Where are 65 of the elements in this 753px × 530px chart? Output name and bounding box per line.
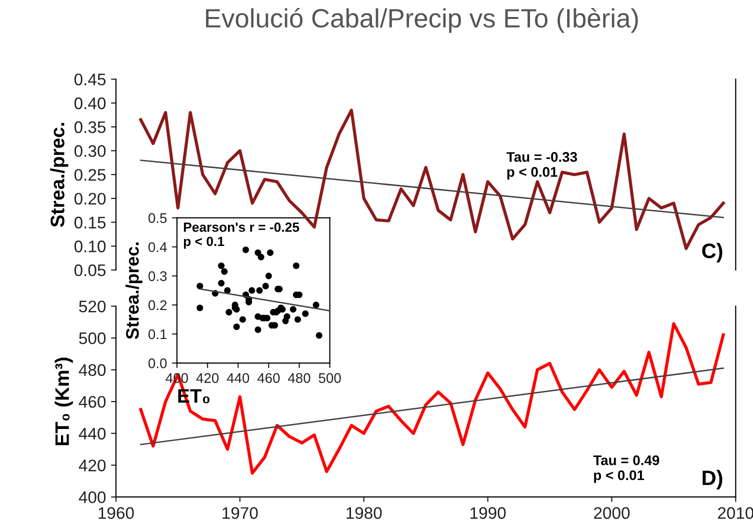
y-tick-label: 0.15 (74, 216, 106, 228)
x-tick-label: 420 (196, 373, 219, 383)
annotation: Pearson's r = -0.25 p < 0.1 (184, 222, 300, 249)
point (262, 282, 269, 290)
point (196, 304, 204, 312)
y-tick-label: 500 (79, 332, 106, 344)
point (218, 280, 225, 286)
x-tick-label: 440 (226, 373, 250, 383)
point (254, 249, 262, 256)
point (258, 254, 264, 260)
point (196, 282, 204, 290)
point (239, 316, 246, 323)
x-tick-label: 480 (288, 373, 310, 383)
point (248, 287, 256, 294)
point (302, 310, 309, 317)
y-tick-label: 0.2 (148, 300, 167, 310)
y-tick-label: 460 (78, 396, 106, 408)
chart-title: Evolució Cabal/Precip vs ETo (Ibèria) (206, 8, 638, 33)
y-tick-label: 420 (78, 460, 106, 472)
y-tick-label: 0.10 (74, 240, 106, 252)
annotation: Tau = -0.33 p < 0.01 (506, 152, 578, 180)
x-tick-label: 460 (257, 373, 280, 383)
annotation: C) (702, 242, 722, 262)
y-tick-label: 0.3 (148, 271, 167, 282)
y-tick-label: 520 (79, 300, 106, 312)
annotation: D) (702, 470, 722, 490)
y-tick-label: 0.20 (74, 192, 106, 205)
y-tick-label: 0.1 (148, 329, 167, 340)
point (294, 316, 302, 323)
x-tick-label: 500 (318, 373, 341, 383)
point (290, 306, 296, 313)
point (221, 268, 228, 275)
x-tick-label: 2000 (594, 507, 630, 519)
y-tick-label: 440 (78, 428, 106, 440)
y-tick-label: 0.30 (74, 145, 106, 157)
point (233, 323, 240, 330)
annotation: Tau = 0.49 p < 0.01 (593, 455, 660, 483)
point (312, 302, 320, 308)
x-tick-label: 1990 (470, 507, 506, 519)
y-tick-label: 0.4 (148, 242, 167, 252)
point (218, 262, 225, 270)
point (256, 287, 263, 294)
point (242, 246, 250, 254)
y-axis-title: Strea./prec. (50, 122, 68, 227)
x-tick-label: 1980 (346, 507, 382, 519)
point (316, 332, 322, 339)
y-tick-label: 0.40 (74, 97, 106, 110)
y-tick-label: 0.45 (74, 74, 106, 86)
point (224, 287, 231, 294)
y-tick-label: 400 (78, 491, 106, 504)
x-tick-label: 1970 (222, 507, 258, 519)
x-tick-label: 1960 (98, 507, 134, 519)
y-axis-title: Strea./prec. (126, 242, 142, 340)
y-axis-title: ET₀ (Km³) (54, 358, 73, 446)
point (254, 326, 262, 333)
y-tick-label: 0.0 (148, 358, 167, 368)
point (226, 308, 232, 316)
y-tick-label: 0.05 (74, 264, 106, 276)
y-tick-label: 0.35 (74, 121, 106, 134)
y-tick-label: 0.5 (148, 213, 167, 223)
point (265, 272, 272, 280)
y-tick-label: 0.25 (74, 168, 106, 181)
point (284, 313, 290, 320)
point (292, 262, 300, 270)
point (266, 249, 274, 256)
